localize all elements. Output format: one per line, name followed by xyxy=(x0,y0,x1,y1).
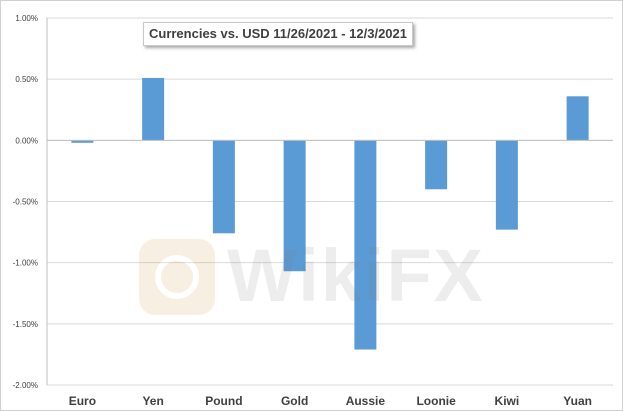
bar-kiwi xyxy=(495,140,518,230)
y-tick-labels: 1.00% 0.50% 0.00% -0.50% -1.00% -1.50% -2.00% xyxy=(13,14,38,390)
category-label: Gold xyxy=(281,394,308,408)
category-label: Loonie xyxy=(416,394,456,408)
bar-loonie xyxy=(425,140,448,190)
category-label: Aussie xyxy=(346,394,386,408)
y-tick-label: 1.00% xyxy=(15,14,38,23)
bar-yen xyxy=(142,77,165,141)
category-label: Yuan xyxy=(563,394,592,408)
category-label: Kiwi xyxy=(495,394,520,408)
y-tick-label: -0.50% xyxy=(13,198,38,207)
bar-yuan xyxy=(566,96,589,141)
y-tick-label: -2.00% xyxy=(13,381,38,390)
bar-euro xyxy=(71,140,94,143)
bars xyxy=(71,77,589,350)
chart-title: Currencies vs. USD 11/26/2021 - 12/3/202… xyxy=(143,22,413,46)
gridlines xyxy=(47,17,613,386)
y-tick-label: -1.50% xyxy=(13,320,38,329)
category-label: Yen xyxy=(142,394,163,408)
category-label: Pound xyxy=(205,394,242,408)
bar-pound xyxy=(212,140,235,234)
y-tick-label: 0.50% xyxy=(15,75,38,84)
y-tick-label: -1.00% xyxy=(13,259,38,268)
bar-aussie xyxy=(354,140,377,350)
axes xyxy=(46,18,613,385)
category-labels: Euro Yen Pound Gold Aussie Loonie Kiwi Yuan xyxy=(69,394,592,408)
y-tick-label: 0.00% xyxy=(15,136,38,145)
bar-gold xyxy=(283,140,306,272)
category-label: Euro xyxy=(69,394,96,408)
